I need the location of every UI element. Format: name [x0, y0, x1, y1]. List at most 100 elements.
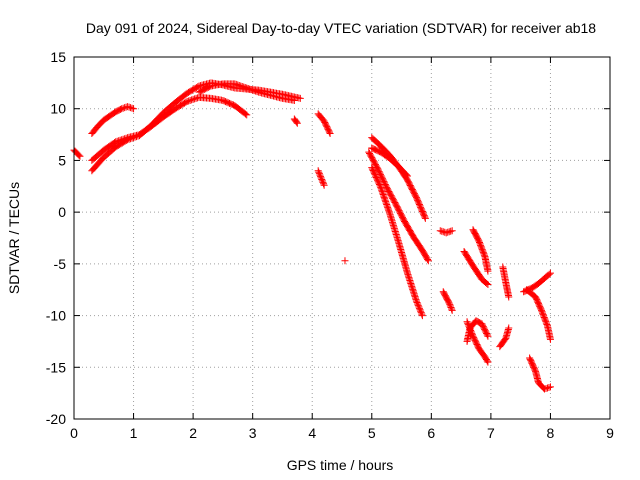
- data-point: [242, 110, 250, 118]
- x-tick-label: 8: [547, 425, 555, 441]
- series-arc-9: [341, 257, 349, 265]
- data-point: [445, 228, 453, 236]
- data-point: [244, 85, 252, 93]
- data-point: [484, 267, 492, 275]
- series-arc-4: [88, 93, 251, 164]
- data-point: [467, 328, 475, 336]
- data-point: [484, 332, 492, 340]
- data-point: [415, 304, 423, 312]
- data-point: [467, 326, 475, 334]
- series-arc-22: [520, 269, 554, 296]
- data-point: [546, 269, 554, 277]
- data-point: [119, 104, 127, 112]
- data-point: [421, 213, 429, 221]
- data-point: [545, 383, 553, 391]
- data-point: [316, 171, 324, 179]
- data-point: [246, 85, 254, 93]
- data-point: [325, 128, 333, 136]
- data-point: [320, 180, 328, 188]
- data-point: [448, 306, 456, 314]
- data-point: [412, 297, 420, 305]
- data-point: [320, 181, 328, 189]
- data-point: [116, 136, 124, 144]
- y-tick-label: 10: [50, 101, 66, 117]
- data-point: [118, 105, 126, 113]
- data-point: [413, 299, 421, 307]
- data-point: [318, 177, 326, 185]
- data-point: [414, 301, 422, 309]
- data-point: [442, 229, 450, 237]
- series-arc-16: [469, 226, 492, 275]
- data-point: [185, 97, 193, 105]
- data-point: [188, 96, 196, 104]
- data-point: [315, 168, 323, 176]
- data-point: [231, 80, 239, 88]
- axis-ticks: 0 1 2 3 4 5 6 7 8 9 -20 -15 -10 -5 0 5 10 15: [46, 49, 614, 441]
- data-point: [439, 228, 447, 236]
- x-tick-label: 3: [249, 425, 257, 441]
- data-point: [243, 111, 251, 119]
- x-tick-label: 6: [427, 425, 435, 441]
- data-points: [70, 79, 554, 393]
- data-point: [465, 324, 473, 332]
- data-point: [127, 104, 135, 112]
- data-point: [121, 104, 129, 112]
- x-tick-label: 1: [130, 425, 138, 441]
- data-point: [189, 95, 197, 103]
- data-point: [115, 137, 123, 145]
- data-point: [447, 304, 455, 312]
- data-point: [505, 324, 513, 332]
- data-point: [293, 119, 301, 127]
- series-arc-21: [496, 324, 513, 351]
- data-point: [232, 80, 240, 88]
- data-point: [404, 172, 412, 180]
- data-point: [243, 84, 251, 92]
- data-point: [318, 175, 326, 183]
- data-point: [424, 255, 432, 263]
- data-point: [484, 358, 492, 366]
- series-arc-20: [499, 263, 513, 301]
- data-point: [235, 81, 243, 89]
- series-arc-6: [290, 115, 301, 127]
- data-point: [240, 83, 248, 91]
- data-point: [505, 293, 513, 301]
- series-arc-15: [439, 288, 456, 314]
- series-arc-3: [88, 79, 304, 175]
- x-tick-label: 4: [308, 425, 316, 441]
- data-point: [75, 151, 83, 159]
- data-point: [314, 167, 322, 175]
- series-arc-12: [368, 164, 426, 320]
- data-point: [317, 174, 325, 182]
- plot-frame: [73, 56, 611, 420]
- data-point: [250, 87, 258, 95]
- series-arc-1: [70, 146, 84, 160]
- series-arc-8: [314, 167, 328, 189]
- series-arc-17: [460, 247, 492, 289]
- data-point: [125, 103, 133, 111]
- series-arc-23: [523, 286, 554, 343]
- series-arc-14: [436, 227, 456, 237]
- data-point: [121, 135, 129, 143]
- data-point: [252, 87, 260, 95]
- data-point: [319, 178, 327, 186]
- data-point: [464, 321, 472, 329]
- data-point: [113, 137, 121, 145]
- data-point: [546, 383, 554, 391]
- data-point: [403, 171, 411, 179]
- data-point: [466, 325, 474, 333]
- data-point: [446, 301, 454, 309]
- data-point: [122, 134, 130, 142]
- data-point: [192, 94, 200, 102]
- data-point: [296, 94, 304, 102]
- data-point: [416, 306, 424, 314]
- series-arc-24: [526, 354, 554, 393]
- data-point: [463, 318, 471, 326]
- y-tick-label: -5: [54, 256, 67, 272]
- data-point: [543, 321, 551, 329]
- data-point: [436, 227, 444, 235]
- data-point: [290, 96, 298, 104]
- x-tick-label: 5: [368, 425, 376, 441]
- data-point: [417, 307, 425, 315]
- data-point: [484, 281, 492, 289]
